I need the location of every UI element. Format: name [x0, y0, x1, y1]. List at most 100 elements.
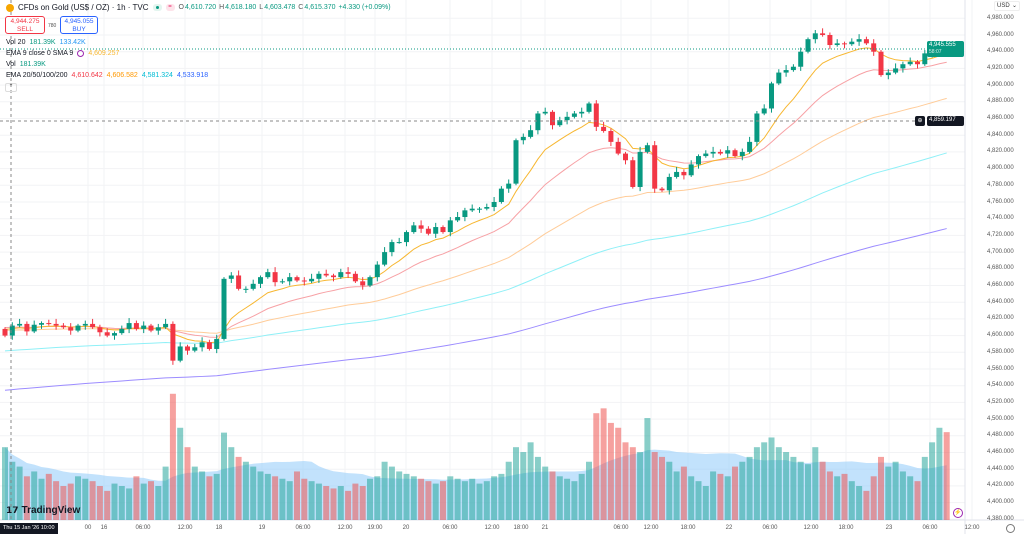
price-tick: 4,960.000: [987, 31, 1014, 38]
sell-button[interactable]: 4,944.275 SELL: [5, 16, 45, 34]
candle-body: [133, 323, 139, 329]
volume-bar: [82, 478, 89, 520]
candle-body: [659, 188, 665, 191]
volume-bar: [381, 461, 388, 520]
volume-bar: [732, 466, 738, 520]
volume-bar: [31, 471, 38, 520]
volume-bar: [301, 478, 308, 520]
volume-bar: [352, 483, 359, 520]
vol-legend[interactable]: Vol 181.39K: [6, 61, 46, 68]
volume-bar: [272, 476, 279, 520]
time-tick: 23: [885, 525, 893, 531]
candle-body: [812, 33, 818, 40]
volume-bar: [476, 483, 483, 520]
volume-bar: [169, 393, 176, 520]
volume-bar: [403, 473, 410, 520]
volume-bar: [586, 461, 592, 520]
volume-bar: [133, 476, 140, 520]
market-status-icon: [152, 4, 162, 11]
crosshair-price-label: 4,859.197: [927, 116, 964, 126]
candle-body: [885, 72, 891, 76]
volume-bar: [323, 486, 330, 520]
candle-body: [593, 103, 599, 127]
candle-body: [710, 151, 716, 154]
candle-body: [455, 217, 461, 221]
add-alert-icon[interactable]: ⊕: [915, 116, 925, 126]
price-tick: 4,600.000: [987, 332, 1014, 339]
time-tick: 12:00: [803, 525, 819, 531]
volume-bar: [615, 427, 622, 520]
candle-body: [747, 141, 753, 152]
volume-bar: [790, 456, 797, 520]
candle-body: [637, 151, 643, 187]
candle-body: [163, 323, 169, 328]
time-tick: 12:00: [484, 525, 500, 531]
candle-body: [477, 208, 482, 210]
volume-bar: [870, 476, 877, 520]
price-tick: 4,800.000: [987, 165, 1014, 172]
volume-bar: [695, 481, 702, 520]
candle-body: [243, 288, 249, 290]
buy-button[interactable]: 4,945.055 BUY: [60, 16, 98, 34]
volume-bar: [308, 481, 315, 520]
volume-bar: [148, 481, 154, 520]
candle-body: [652, 145, 658, 189]
volume-bar: [96, 486, 103, 520]
volume-bar: [702, 486, 709, 520]
volume-bar: [330, 488, 337, 520]
ema-multi-legend[interactable]: EMA 20/50/100/200 4,610.642 4,606.582 4,…: [6, 72, 209, 79]
volume-bar: [768, 437, 775, 520]
price-tick: 4,580.000: [987, 348, 1014, 355]
volume-bar: [878, 456, 884, 520]
ema9-legend[interactable]: EMA 9 close 0 SMA 9 4,609.257: [6, 50, 120, 57]
volume-bar: [637, 452, 644, 520]
goto-realtime-icon[interactable]: ⚡: [953, 508, 963, 518]
candle-body: [469, 208, 475, 211]
candle-body: [571, 113, 577, 117]
volume-bar: [104, 490, 111, 520]
ema20-line: [4, 61, 947, 338]
price-tick: 4,880.000: [987, 98, 1014, 105]
volume-bar: [673, 471, 680, 520]
volume-bar: [761, 442, 768, 520]
candle-body: [90, 323, 96, 328]
candle-body: [739, 151, 745, 157]
time-tick: 18:00: [513, 525, 529, 531]
candle-body: [155, 327, 161, 331]
candle-body: [228, 275, 234, 279]
tradingview-logo[interactable]: 𝟭𝟳 TradingView: [6, 505, 81, 516]
volume-bar: [257, 471, 264, 520]
candle-body: [703, 153, 709, 157]
time-tick: 06:00: [922, 525, 938, 531]
candle-body: [644, 145, 650, 152]
candle-body: [732, 150, 738, 157]
volume-bar: [440, 481, 446, 520]
loading-icon: [77, 50, 85, 57]
price-tick: 4,640.000: [987, 298, 1014, 305]
candle-body: [674, 171, 680, 177]
currency-dropdown[interactable]: USD ⌄: [994, 1, 1020, 11]
price-tick: 4,940.000: [987, 48, 1014, 55]
volume-bar: [644, 418, 651, 520]
symbol-title[interactable]: CFDs on Gold (US$ / OZ) · 1h · TVC: [18, 3, 149, 12]
candle-body: [374, 264, 380, 278]
time-tick: 21: [541, 525, 549, 531]
candle-body: [820, 33, 826, 35]
vol20-legend[interactable]: Vol 20 181.39K 133.42K: [6, 39, 86, 46]
candle-body: [579, 111, 585, 114]
candle-body: [491, 202, 497, 208]
price-tick: 4,840.000: [987, 131, 1014, 138]
price-tick: 4,420.000: [987, 482, 1014, 489]
collapse-legend-button[interactable]: ⌃: [5, 83, 17, 92]
volume-bar: [140, 483, 147, 520]
volume-bar: [710, 471, 717, 520]
volume-bar: [819, 461, 826, 520]
time-tick: 00: [84, 525, 92, 531]
settings-icon[interactable]: [1006, 524, 1015, 533]
candle-body: [221, 278, 227, 339]
candle-body: [805, 39, 811, 52]
candle-body: [900, 64, 906, 69]
candle-body: [287, 277, 293, 282]
volume-bar: [213, 473, 220, 520]
